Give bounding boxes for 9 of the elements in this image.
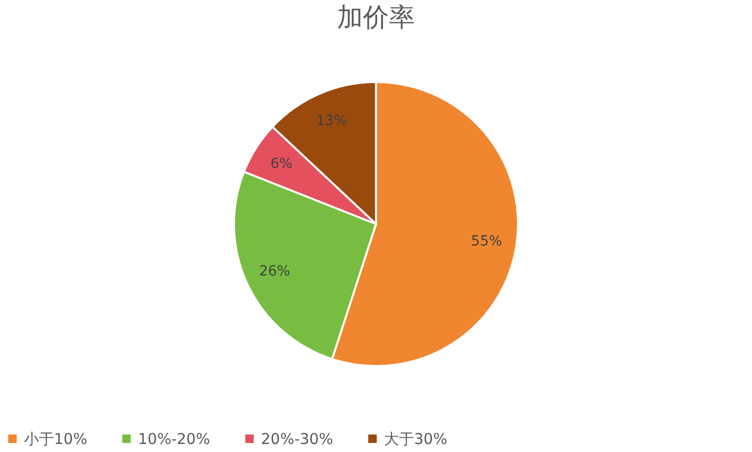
data-label: 55% (471, 234, 502, 250)
chart-title: 加价率 (337, 3, 415, 33)
data-label: 26% (259, 264, 290, 280)
legend-label: 10%-20% (138, 430, 210, 448)
legend-label: 大于30% (384, 430, 448, 448)
data-label: 13% (316, 113, 348, 130)
legend-label: 小于10% (24, 430, 88, 448)
legend-label: 20%-30% (261, 430, 334, 448)
data-label: 6% (270, 156, 293, 172)
